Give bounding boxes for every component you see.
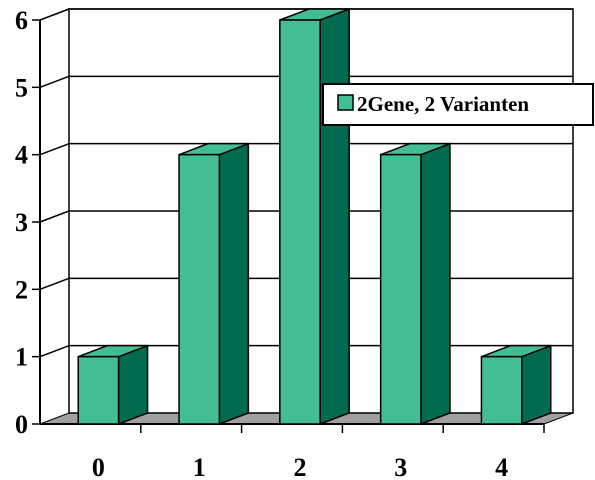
- x-tick-label: 1: [193, 453, 206, 480]
- y-tick-labels: 0 1 2 3 4 5 6: [15, 6, 28, 439]
- legend-box: [322, 83, 594, 126]
- y-tick-label: 5: [15, 73, 28, 102]
- y-tick-label: 3: [15, 208, 28, 237]
- y-tick-label: 6: [15, 6, 28, 35]
- y-tick-label: 4: [15, 141, 28, 170]
- bar: [178, 142, 250, 426]
- bar-side: [420, 142, 451, 426]
- bar-side: [521, 344, 552, 426]
- y-tick-label: 1: [15, 343, 28, 372]
- gridline-side: [39, 142, 70, 156]
- bar-front: [178, 153, 221, 425]
- gridline-side: [39, 210, 70, 223]
- bar-front: [279, 19, 321, 425]
- bar-front: [77, 355, 120, 425]
- gridline-side: [39, 277, 70, 291]
- bar-side: [319, 7, 350, 426]
- x-tick-label: 2: [294, 453, 307, 480]
- legend: 2Gene, 2 Varianten: [322, 83, 594, 126]
- bar: [279, 7, 350, 426]
- bar-front: [480, 355, 523, 425]
- bar-side: [218, 142, 250, 426]
- x-tick-label: 4: [495, 453, 508, 480]
- y-tick-label: 0: [15, 410, 28, 439]
- gridline-side: [39, 8, 70, 21]
- y-tick-label: 2: [15, 275, 28, 304]
- gridline-side: [39, 75, 70, 89]
- bar-front: [379, 153, 422, 425]
- legend-label: 2Gene, 2 Varianten: [357, 92, 529, 116]
- bar: [480, 344, 552, 426]
- bar: [379, 142, 451, 426]
- x-tick-label: 0: [92, 453, 105, 480]
- legend-swatch: [337, 94, 354, 111]
- x-tick-labels: 0 1 2 3 4: [92, 453, 508, 480]
- bars: [77, 7, 552, 426]
- gridline-side: [39, 344, 70, 358]
- bar-side: [117, 344, 149, 426]
- x-tick-label: 3: [394, 453, 407, 480]
- bar: [77, 344, 149, 426]
